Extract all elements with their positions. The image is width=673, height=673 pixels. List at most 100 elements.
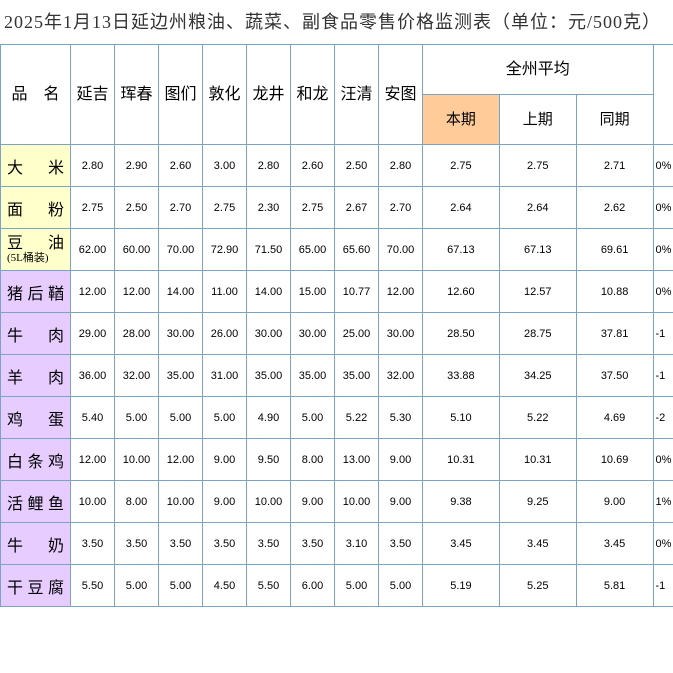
cut-cell: 0% [653, 229, 673, 271]
data-cell: 2.80 [379, 145, 423, 187]
data-cell: 2.75 [71, 187, 115, 229]
data-cell: 2.60 [291, 145, 335, 187]
data-cell: 2.30 [247, 187, 291, 229]
data-cell: 10.31 [499, 439, 576, 481]
data-cell: 32.00 [379, 355, 423, 397]
data-cell: 14.00 [247, 271, 291, 313]
col-avg-2: 同期 [576, 95, 653, 145]
page-title: 2025年1月13日延边州粮油、蔬菜、副食品零售价格监测表（单位：元/500克） [0, 0, 673, 44]
data-cell: 10.77 [335, 271, 379, 313]
cut-cell: 1% [653, 481, 673, 523]
data-cell: 2.75 [423, 145, 500, 187]
data-cell: 9.00 [379, 481, 423, 523]
table-row: 面 粉2.752.502.702.752.302.752.672.702.642… [1, 187, 673, 229]
data-cell: 69.61 [576, 229, 653, 271]
col-city-3: 敦化 [203, 45, 247, 145]
data-cell: 5.22 [335, 397, 379, 439]
data-cell: 34.25 [499, 355, 576, 397]
table-row: 干豆腐5.505.005.004.505.506.005.005.005.195… [1, 565, 673, 607]
data-cell: 30.00 [247, 313, 291, 355]
data-cell: 2.71 [576, 145, 653, 187]
data-cell: 2.60 [159, 145, 203, 187]
data-cell: 12.60 [423, 271, 500, 313]
data-cell: 35.00 [247, 355, 291, 397]
data-cell: 4.90 [247, 397, 291, 439]
data-cell: 65.60 [335, 229, 379, 271]
col-city-7: 安图 [379, 45, 423, 145]
data-cell: 2.67 [335, 187, 379, 229]
data-cell: 8.00 [115, 481, 159, 523]
data-cell: 67.13 [499, 229, 576, 271]
data-cell: 10.00 [115, 439, 159, 481]
col-avg-group: 全州平均 [423, 45, 654, 95]
data-cell: 3.50 [115, 523, 159, 565]
data-cell: 3.10 [335, 523, 379, 565]
cut-cell: -1 [653, 313, 673, 355]
table-row: 活鲤鱼10.008.0010.009.0010.009.0010.009.009… [1, 481, 673, 523]
row-name: 羊 肉 [1, 355, 71, 397]
data-cell: 26.00 [203, 313, 247, 355]
data-cell: 2.80 [247, 145, 291, 187]
data-cell: 5.00 [291, 397, 335, 439]
data-cell: 5.00 [203, 397, 247, 439]
data-cell: 3.45 [499, 523, 576, 565]
data-cell: 3.50 [159, 523, 203, 565]
price-table: 品 名 延吉 珲春 图们 敦化 龙井 和龙 汪清 安图 全州平均 本期 上期 同… [0, 44, 673, 607]
data-cell: 65.00 [291, 229, 335, 271]
data-cell: 9.50 [247, 439, 291, 481]
table-row: 羊 肉36.0032.0035.0031.0035.0035.0035.0032… [1, 355, 673, 397]
data-cell: 71.50 [247, 229, 291, 271]
data-cell: 31.00 [203, 355, 247, 397]
data-cell: 2.80 [71, 145, 115, 187]
row-name: 豆 油(5L桶装) [1, 229, 71, 271]
data-cell: 36.00 [71, 355, 115, 397]
data-cell: 29.00 [71, 313, 115, 355]
data-cell: 5.22 [499, 397, 576, 439]
data-cell: 72.90 [203, 229, 247, 271]
data-cell: 6.00 [291, 565, 335, 607]
cut-cell: -1 [653, 565, 673, 607]
data-cell: 3.50 [379, 523, 423, 565]
table-row: 牛 奶3.503.503.503.503.503.503.103.503.453… [1, 523, 673, 565]
data-cell: 3.45 [576, 523, 653, 565]
data-cell: 5.00 [335, 565, 379, 607]
data-cell: 5.30 [379, 397, 423, 439]
data-cell: 8.00 [291, 439, 335, 481]
data-cell: 3.50 [291, 523, 335, 565]
data-cell: 5.10 [423, 397, 500, 439]
data-cell: 5.00 [115, 397, 159, 439]
data-cell: 32.00 [115, 355, 159, 397]
data-cell: 30.00 [291, 313, 335, 355]
data-cell: 11.00 [203, 271, 247, 313]
data-cell: 13.00 [335, 439, 379, 481]
data-cell: 15.00 [291, 271, 335, 313]
cut-cell: 0% [653, 145, 673, 187]
row-name: 面 粉 [1, 187, 71, 229]
data-cell: 5.00 [379, 565, 423, 607]
row-name: 活鲤鱼 [1, 481, 71, 523]
data-cell: 5.50 [71, 565, 115, 607]
data-cell: 5.19 [423, 565, 500, 607]
data-cell: 28.50 [423, 313, 500, 355]
data-cell: 37.81 [576, 313, 653, 355]
data-cell: 4.50 [203, 565, 247, 607]
data-cell: 10.00 [159, 481, 203, 523]
data-cell: 10.00 [71, 481, 115, 523]
row-name: 鸡 蛋 [1, 397, 71, 439]
data-cell: 9.25 [499, 481, 576, 523]
col-city-4: 龙井 [247, 45, 291, 145]
data-cell: 3.50 [247, 523, 291, 565]
data-cell: 2.62 [576, 187, 653, 229]
col-city-5: 和龙 [291, 45, 335, 145]
cut-cell: 0% [653, 439, 673, 481]
table-row: 牛 肉29.0028.0030.0026.0030.0030.0025.0030… [1, 313, 673, 355]
data-cell: 3.00 [203, 145, 247, 187]
cut-cell: -1 [653, 355, 673, 397]
data-cell: 35.00 [335, 355, 379, 397]
cut-cell: -2 [653, 397, 673, 439]
data-cell: 2.70 [159, 187, 203, 229]
data-cell: 35.00 [291, 355, 335, 397]
data-cell: 12.00 [159, 439, 203, 481]
data-cell: 10.31 [423, 439, 500, 481]
data-cell: 5.81 [576, 565, 653, 607]
